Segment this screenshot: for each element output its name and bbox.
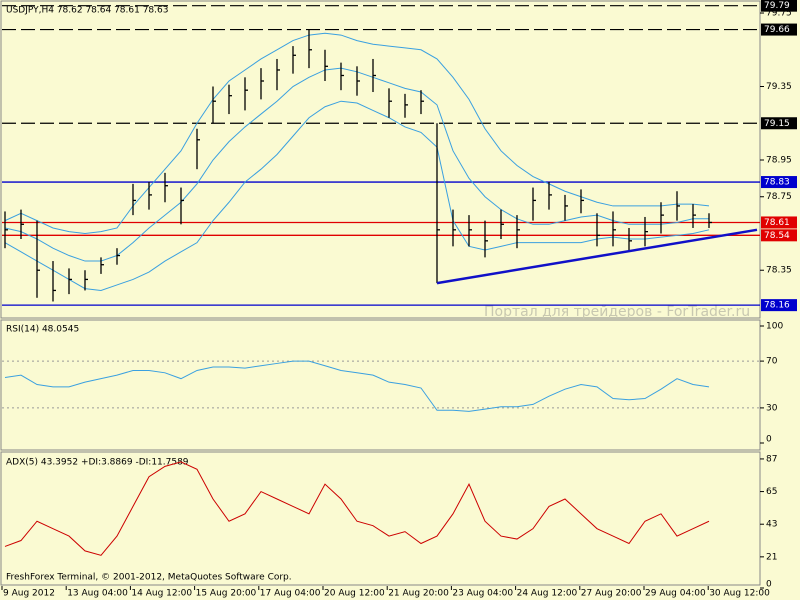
y-tick-label: 79.75 xyxy=(766,9,792,19)
y-tick-label: 43 xyxy=(766,520,777,530)
x-tick-label: 9 Aug 2012 xyxy=(3,589,55,599)
chart-title: USDJPY,H4 78.62 78.64 78.61 78.63 xyxy=(6,6,168,16)
footer: FreshForex Terminal, © 2001-2012, MetaQu… xyxy=(6,573,292,583)
level-box xyxy=(761,176,797,189)
y-tick-label: 21 xyxy=(766,552,777,562)
trendline xyxy=(436,228,758,285)
band-line xyxy=(4,100,710,291)
x-tick-label: 30 Aug 12:00 xyxy=(709,589,770,599)
watermark: Портал для трейдеров - ForTrader.ru xyxy=(484,304,750,320)
x-tick-label: 15 Aug 20:00 xyxy=(196,589,257,599)
rsi-title: RSI(14) 48.0545 xyxy=(6,325,79,335)
level-label: 78.61 xyxy=(764,218,790,228)
adx-panel xyxy=(0,451,761,586)
x-tick-label: 24 Aug 12:00 xyxy=(517,589,578,599)
level-box xyxy=(761,299,797,312)
level-label: 79.79 xyxy=(764,1,790,11)
level-label: 78.83 xyxy=(764,178,790,188)
x-tick-label: 20 Aug 12:00 xyxy=(324,589,385,599)
x-tick-label: 13 Aug 04:00 xyxy=(67,589,128,599)
x-tick-label: 17 Aug 04:00 xyxy=(260,589,321,599)
y-tick-label: 78.95 xyxy=(766,156,792,166)
adx-title: ADX(5) 43.3952 +DI:3.8869 -DI:11.7589 xyxy=(6,458,189,468)
x-tick-label: 14 Aug 12:00 xyxy=(131,589,192,599)
rsi-panel xyxy=(0,319,761,451)
level-box xyxy=(761,23,797,36)
level-label: 79.15 xyxy=(764,119,790,129)
x-tick-label: 27 Aug 20:00 xyxy=(581,589,642,599)
band-line xyxy=(4,32,710,234)
level-label: 78.16 xyxy=(764,301,790,311)
x-tick-label: 21 Aug 20:00 xyxy=(388,589,449,599)
y-tick-label: 30 xyxy=(766,403,778,413)
indicator-line xyxy=(4,360,710,412)
y-tick-label: 87 xyxy=(766,454,777,464)
level-box xyxy=(761,229,797,242)
y-tick-label: 70 xyxy=(766,357,778,367)
y-tick-label: 100 xyxy=(766,322,783,332)
level-label: 79.66 xyxy=(764,25,790,35)
level-label: 78.54 xyxy=(764,231,790,241)
level-box xyxy=(761,117,797,130)
y-tick-label: 0 xyxy=(766,435,772,445)
y-tick-label: 78.75 xyxy=(766,192,792,202)
y-tick-label: 65 xyxy=(766,487,777,497)
level-box xyxy=(761,0,797,12)
x-tick-label: 23 Aug 04:00 xyxy=(452,589,513,599)
y-tick-label: 79.35 xyxy=(766,82,792,92)
x-tick-label: 29 Aug 04:00 xyxy=(645,589,706,599)
indicator-line xyxy=(4,461,710,556)
y-tick-label: 0 xyxy=(766,580,772,590)
y-tick-label: 78.35 xyxy=(766,266,792,276)
level-box xyxy=(761,216,797,229)
